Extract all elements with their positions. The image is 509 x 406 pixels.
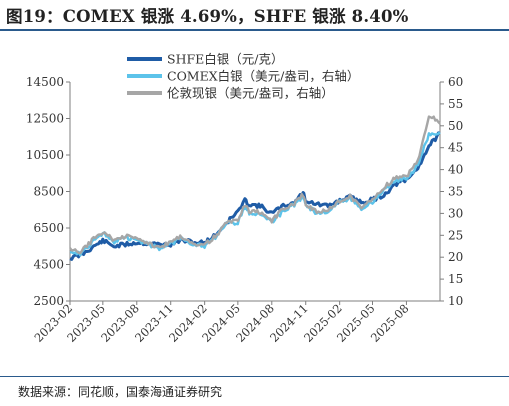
right-tick-label: 10 — [448, 294, 463, 308]
right-tick-label: 15 — [448, 272, 463, 286]
legend: SHFE白银（元/克） COMEX白银（美元/盎司，右轴） 伦敦现银（美元/盎司，右… — [127, 52, 359, 101]
right-tick-label: 40 — [448, 163, 463, 177]
legend-label-1: SHFE白银（元/克） — [167, 52, 283, 67]
legend-label-3: 伦敦现银（美元/盎司，右轴） — [167, 86, 334, 101]
right-tick-label: 20 — [448, 250, 463, 264]
right-tick-label: 50 — [448, 119, 463, 133]
source-note: 数据来源：同花顺，国泰海通证券研究 — [18, 385, 223, 399]
right-tick-label: 30 — [448, 206, 463, 220]
left-tick-label: 14500 — [26, 75, 64, 89]
series-line-3 — [69, 115, 441, 255]
right-tick-label: 35 — [448, 185, 463, 199]
x-tick-labels: 2023-022023-052023-082023-112024-022024-… — [31, 301, 412, 345]
right-tick-label: 45 — [448, 141, 463, 155]
title-rule — [0, 29, 509, 31]
right-tick-label: 60 — [448, 75, 463, 89]
legend-label-2: COMEX白银（美元/盎司，右轴） — [167, 69, 359, 84]
right-tick-labels: 10 15 20 25 30 35 40 45 50 55 60 — [440, 75, 463, 308]
right-tick-label: 25 — [448, 228, 463, 242]
left-tick-label: 4500 — [33, 258, 64, 272]
left-tick-label: 8500 — [33, 185, 64, 199]
left-tick-label: 6500 — [33, 221, 64, 235]
left-tick-label: 2500 — [33, 294, 64, 308]
left-tick-labels: 2500 4500 6500 8500 10500 12500 14500 — [26, 75, 70, 308]
left-tick-label: 10500 — [26, 148, 64, 162]
right-tick-label: 55 — [448, 97, 463, 111]
series-lines — [69, 115, 441, 261]
left-tick-label: 12500 — [26, 112, 64, 126]
series-line-1 — [69, 131, 441, 261]
figure-title: 图19：COMEX 银涨 4.69%，SHFE 银涨 8.40% — [6, 7, 409, 26]
bottom-rule — [0, 376, 509, 377]
x-tick-label: 2025-08 — [368, 301, 412, 345]
